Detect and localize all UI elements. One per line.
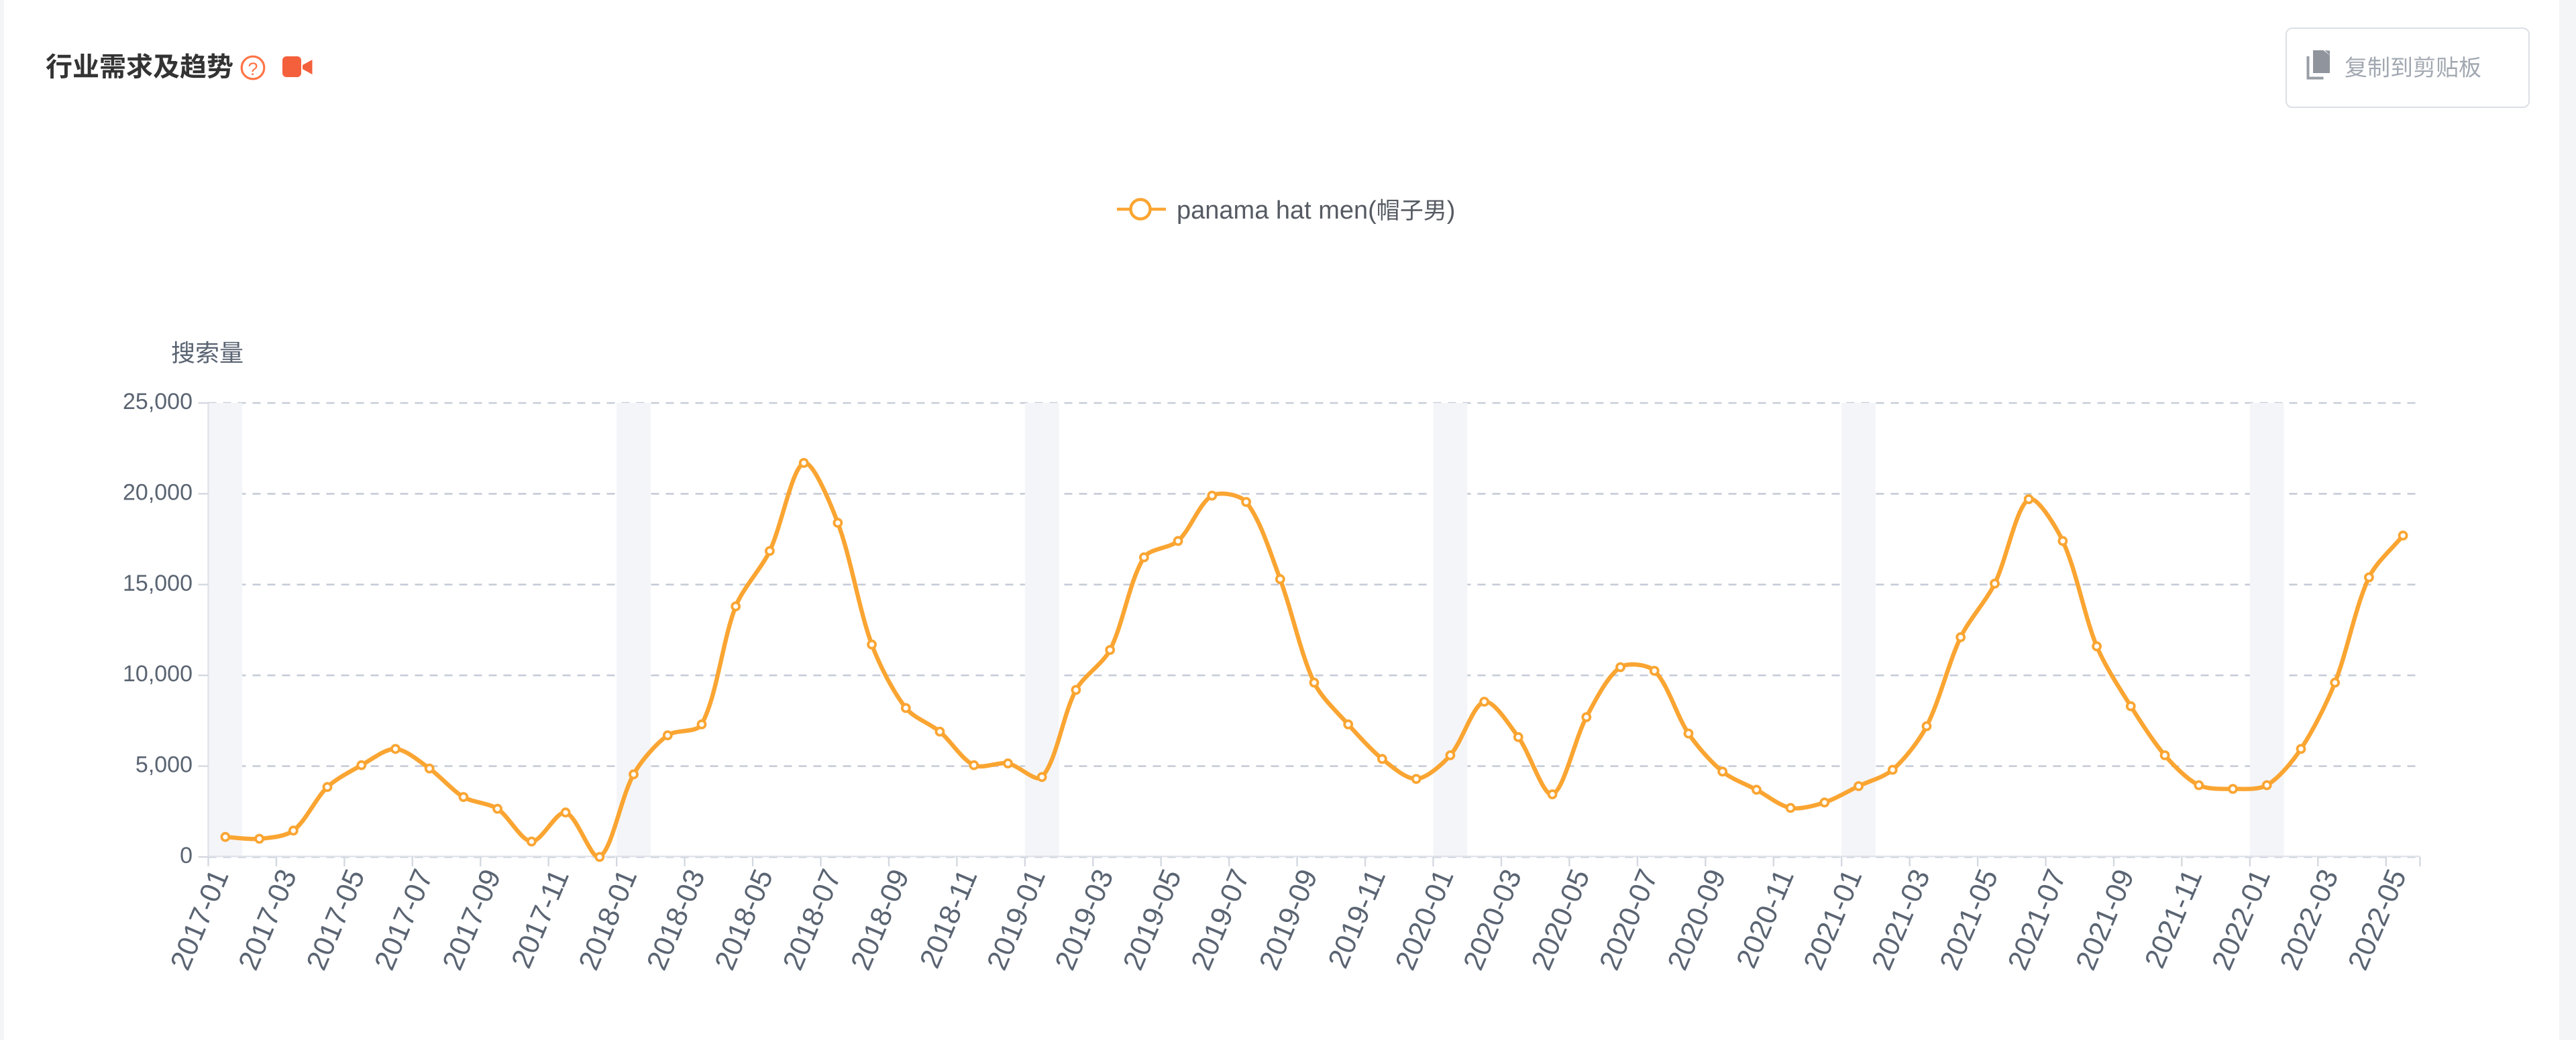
svg-text:2017-03: 2017-03 <box>232 865 303 975</box>
svg-text:2019-11: 2019-11 <box>1322 865 1393 973</box>
svg-text:?: ? <box>248 59 258 79</box>
svg-text:2021-05: 2021-05 <box>1933 865 2004 975</box>
svg-text:2017-11: 2017-11 <box>505 865 576 973</box>
svg-text:2017-07: 2017-07 <box>368 865 439 975</box>
svg-text:): ) <box>1447 196 1456 225</box>
svg-text:2021-07: 2021-07 <box>2002 865 2073 975</box>
svg-text:2018-01: 2018-01 <box>572 865 643 975</box>
svg-text:2019-05: 2019-05 <box>1117 865 1188 975</box>
svg-text:2019-09: 2019-09 <box>1253 865 1324 975</box>
svg-text:2019-03: 2019-03 <box>1049 865 1120 975</box>
svg-text:2022-05: 2022-05 <box>2342 865 2413 975</box>
svg-text:2018-03: 2018-03 <box>641 865 712 975</box>
svg-text:2022-01: 2022-01 <box>2206 865 2277 975</box>
svg-text:25,000: 25,000 <box>123 389 193 414</box>
svg-text:2021-09: 2021-09 <box>2070 865 2141 975</box>
svg-text:2020-09: 2020-09 <box>1662 865 1733 975</box>
svg-text:2018-05: 2018-05 <box>708 865 780 975</box>
svg-text:2021-01: 2021-01 <box>1798 865 1869 975</box>
svg-text:2020-03: 2020-03 <box>1457 865 1528 975</box>
svg-text:2020-11: 2020-11 <box>1730 865 1801 973</box>
svg-text:panama hat men(: panama hat men( <box>1177 196 1377 225</box>
svg-text:15,000: 15,000 <box>123 571 193 596</box>
svg-text:0: 0 <box>180 843 193 868</box>
svg-text:2020-01: 2020-01 <box>1389 865 1460 975</box>
svg-text:2018-07: 2018-07 <box>777 865 848 975</box>
svg-text:2021-03: 2021-03 <box>1866 865 1937 975</box>
svg-text:2020-05: 2020-05 <box>1525 865 1597 975</box>
svg-text:5,000: 5,000 <box>136 752 193 778</box>
svg-text:2018-11: 2018-11 <box>914 865 984 973</box>
svg-text:2017-05: 2017-05 <box>301 865 372 975</box>
svg-text:2017-01: 2017-01 <box>164 865 235 975</box>
svg-text:2018-09: 2018-09 <box>845 865 916 975</box>
svg-text:2022-03: 2022-03 <box>2274 865 2345 975</box>
svg-text:10,000: 10,000 <box>123 661 193 687</box>
svg-text:2019-07: 2019-07 <box>1185 865 1256 975</box>
svg-text:2019-01: 2019-01 <box>981 865 1052 975</box>
svg-text:20,000: 20,000 <box>123 479 193 505</box>
svg-text:2017-09: 2017-09 <box>437 865 508 975</box>
svg-text:2021-11: 2021-11 <box>2139 865 2209 973</box>
svg-text:2020-07: 2020-07 <box>1593 865 1664 975</box>
